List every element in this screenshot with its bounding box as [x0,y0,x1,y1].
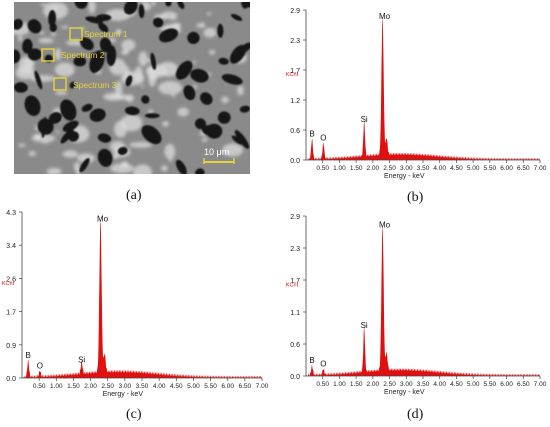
x-tick-label: 2.50 [383,165,396,172]
spectrum-1-label: Spectrum 1 [84,29,128,39]
x-tick-label: 0.50 [316,381,329,388]
x-tick-label: 3.00 [119,383,132,390]
y-tick-label: 0.6 [290,342,300,349]
spectrum-chart-c: 0.0 0.9 1.7 2.6 3.4 4.3 KCnt 0.50 1.00 1.50 2.00 2.… [2,210,269,398]
x-tick-label: 2.00 [367,381,380,388]
peak-label-si: Si [361,115,368,124]
y-tick-label: 1.7 [290,68,300,75]
sem-panel: Spectrum 1 Spectrum 2 Spectrum 3 10 μm [8,0,254,181]
peak-label-si: Si [78,355,85,364]
peak-label-b: B [309,129,314,138]
y-tick-label: 2.9 [290,214,300,221]
y-tick-label: 1.7 [6,310,16,317]
caption-c: (c) [126,407,142,422]
x-tick-label: 7.00 [534,165,547,172]
x-tick-label: 6.00 [500,381,513,388]
x-tick-label: 6.50 [517,381,530,388]
peak-label-mo: Mo [379,220,391,229]
spectrum-1-marker: Spectrum 1 [69,27,128,41]
y-tick-label: 0.0 [290,374,300,381]
peak-label-b: B [25,351,30,360]
x-tick-label: 4.50 [170,383,183,390]
x-tick-label: 0.50 [316,165,329,172]
x-tick-label: 6.50 [517,165,530,172]
x-tick-label: 3.50 [417,381,430,388]
spectrum-3-marker: Spectrum 3 [53,77,117,91]
sem-image: Spectrum 1 Spectrum 2 Spectrum 3 10 μm [8,0,254,181]
y-tick-label: 3.4 [6,243,16,250]
x-tick-label: 5.50 [204,383,217,390]
spectrum-2-label: Spectrum 2 [61,50,105,60]
x-tick-label: 2.00 [367,165,380,172]
caption-a: (a) [126,188,142,203]
x-tick-label: 5.00 [467,381,480,388]
x-tick-label: 3.00 [400,381,413,388]
spectrum-area [307,16,540,161]
x-tick-label: 4.00 [433,165,446,172]
x-axis-label: Energy - keV [384,389,425,396]
x-tick-label: 0.50 [33,383,46,390]
x-tick-label: 4.50 [450,381,463,388]
y-tick-label: 0.9 [6,343,16,350]
x-tick-label: 4.00 [153,383,166,390]
peak-label-mo: Mo [97,215,109,224]
y-tick-label: 2.6 [6,276,16,283]
x-tick-label: 5.00 [187,383,200,390]
y-tick-label: 1.1 [290,310,300,317]
x-tick-label: 6.00 [500,165,513,172]
caption-b: (b) [407,190,424,205]
x-tick-label: 7.00 [534,381,547,388]
x-tick-label: 4.50 [450,165,463,172]
x-tick-label: 2.50 [383,381,396,388]
scale-bar: 10 μm [203,147,235,164]
peak-label-b: B [309,356,314,365]
x-tick-label: 4.00 [433,381,446,388]
x-tick-label: 3.50 [417,165,430,172]
spectrum-chart-d: 0.0 0.6 1.1 1.7 2.3 2.9 KCnt 0.50 1.00 1.50 2.00 2.… [286,214,547,396]
y-axis-label: KCnt [286,72,299,78]
x-tick-label: 1.00 [333,381,346,388]
x-tick-label: 5.00 [467,165,480,172]
scale-bar-label: 10 μm [204,147,229,157]
x-tick-label: 5.50 [484,381,497,388]
x-axis-label: Energy - keV [384,173,425,180]
peak-label-mo: Mo [379,12,391,21]
x-tick-label: 2.00 [84,383,97,390]
x-axis-label: Energy - keV [103,391,144,398]
x-tick-label: 7.00 [256,383,269,390]
peak-label-o: O [320,359,326,368]
x-tick-label: 3.00 [400,165,413,172]
x-tick-label: 6.00 [221,383,234,390]
x-tick-label: 2.50 [101,383,114,390]
peak-label-si: Si [361,321,368,330]
x-tick-label: 5.50 [484,165,497,172]
y-tick-label: 4.3 [6,210,16,217]
y-tick-label: 0.0 [290,158,300,165]
y-tick-label: 2.3 [290,38,300,45]
x-tick-label: 6.50 [239,383,252,390]
peak-label-o: O [37,362,43,371]
x-tick-label: 1.00 [333,165,346,172]
x-tick-label: 1.00 [50,383,63,390]
y-axis-label: KCnt [2,281,15,287]
y-tick-label: 1.7 [290,278,300,285]
spectrum-2-marker: Spectrum 2 [41,48,105,62]
y-tick-label: 0.0 [6,376,16,383]
y-tick-label: 2.9 [290,8,300,15]
spectrum-area [23,218,263,378]
caption-d: (d) [407,407,424,422]
peak-label-o: O [320,133,326,142]
spectrum-chart-b: 0.0 0.6 1.2 1.7 2.3 2.9 KCnt 0.50 1.00 1.50 2.00 2.… [286,8,547,180]
y-axis-label: KCnt [286,282,299,288]
x-tick-label: 1.50 [67,383,80,390]
x-tick-label: 1.50 [350,165,363,172]
spectrum-3-label: Spectrum 3 [73,80,117,90]
x-tick-label: 3.50 [136,383,149,390]
y-tick-label: 2.3 [290,246,300,253]
y-tick-label: 0.6 [290,128,300,135]
y-tick-label: 1.2 [290,98,300,105]
x-tick-label: 1.50 [350,381,363,388]
spectrum-area [307,225,540,376]
